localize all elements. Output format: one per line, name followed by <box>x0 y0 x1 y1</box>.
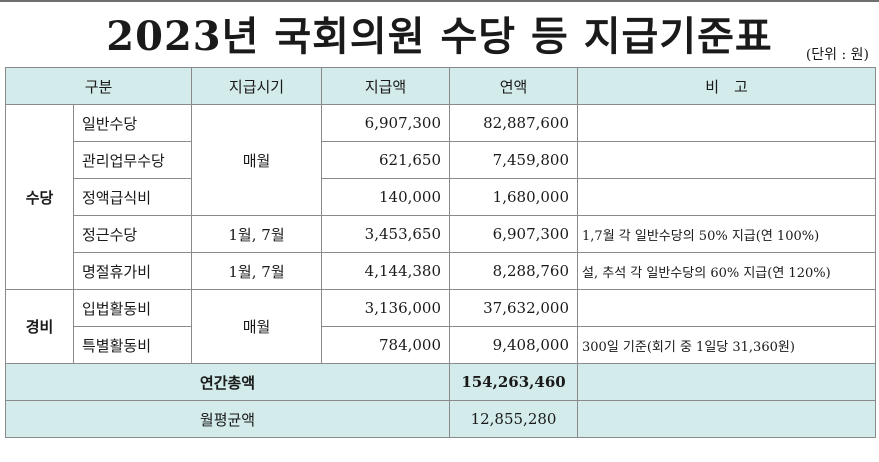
remarks-cell <box>577 178 877 216</box>
amount-cell: 4,144,380 <box>321 252 451 290</box>
header-amount: 지급액 <box>321 67 451 105</box>
page-title: 2023년 국회의원 수당 등 지급기준표 <box>106 13 773 60</box>
item-name: 특별활동비 <box>72 326 193 364</box>
item-name: 명절휴가비 <box>72 252 193 290</box>
amount-cell: 3,453,650 <box>321 215 451 253</box>
total-row: 연간총액 154,263,460 <box>4 363 877 401</box>
annual-cell: 37,632,000 <box>449 289 579 327</box>
unit-label: (단위 : 원) <box>805 47 869 63</box>
annual-cell: 82,887,600 <box>449 104 579 142</box>
allowance-table: 구분 지급시기 지급액 연액 비 고 수당 일반수당 매월 6,907,300 … <box>4 67 877 438</box>
table-row: 관리업무수당 621,650 7,459,800 <box>6 141 877 179</box>
annual-cell: 9,408,000 <box>449 326 579 364</box>
table-row: 명절휴가비 1월, 7월 4,144,380 8,288,760 설, 추석 각… <box>6 252 877 290</box>
header-category: 구분 <box>4 67 193 105</box>
item-name: 관리업무수당 <box>72 141 193 179</box>
total-remarks <box>577 363 877 401</box>
header-annual: 연액 <box>449 67 579 105</box>
header-remarks: 비 고 <box>577 67 877 105</box>
item-name: 정액급식비 <box>72 178 193 216</box>
annual-cell: 8,288,760 <box>449 252 579 290</box>
annual-cell: 6,907,300 <box>449 215 579 253</box>
timing-cell: 1월, 7월 <box>191 252 323 290</box>
remarks-cell <box>577 141 877 179</box>
remarks-cell <box>577 289 877 327</box>
header-row: 구분 지급시기 지급액 연액 비 고 <box>4 67 877 105</box>
total-annual: 154,263,460 <box>449 363 579 401</box>
table-row: 정근수당 1월, 7월 3,453,650 6,907,300 1,7월 각 일… <box>6 215 877 253</box>
remarks-cell: 300일 기준(회기 중 1일당 31,360원) <box>577 326 877 364</box>
table-row: 수당 일반수당 매월 6,907,300 82,887,600 <box>5 104 877 290</box>
amount-cell: 621,650 <box>321 141 451 179</box>
amount-cell: 6,907,300 <box>321 104 451 142</box>
item-name: 정근수당 <box>72 215 193 253</box>
item-name: 입법활동비 <box>72 289 193 327</box>
group-expense: 경비 <box>5 289 74 364</box>
remarks-cell <box>577 104 877 142</box>
amount-cell: 140,000 <box>321 178 451 216</box>
timing-cell: 매월 <box>191 104 323 216</box>
remarks-cell: 1,7월 각 일반수당의 50% 지급(연 100%) <box>577 215 877 253</box>
total-label: 연간총액 <box>4 363 451 401</box>
monthly-row: 월평균액 12,855,280 <box>4 400 877 438</box>
header-timing: 지급시기 <box>191 67 323 105</box>
group-allowance: 수당 <box>5 104 74 290</box>
table-row: 특별활동비 784,000 9,408,000 300일 기준(회기 중 1일당… <box>6 326 877 364</box>
table-row: 정액급식비 140,000 1,680,000 <box>6 178 877 216</box>
top-rule <box>0 0 879 2</box>
amount-cell: 784,000 <box>321 326 451 364</box>
monthly-remarks <box>577 400 877 438</box>
timing-cell: 1월, 7월 <box>191 215 323 253</box>
annual-cell: 7,459,800 <box>449 141 579 179</box>
timing-cell: 매월 <box>191 289 323 364</box>
annual-cell: 1,680,000 <box>449 178 579 216</box>
remarks-cell: 설, 추석 각 일반수당의 60% 지급(연 120%) <box>577 252 877 290</box>
monthly-label: 월평균액 <box>4 400 451 438</box>
table-row: 경비 입법활동비 매월 3,136,000 37,632,000 <box>5 289 877 364</box>
item-name: 일반수당 <box>72 104 193 142</box>
amount-cell: 3,136,000 <box>321 289 451 327</box>
monthly-annual: 12,855,280 <box>449 400 579 438</box>
